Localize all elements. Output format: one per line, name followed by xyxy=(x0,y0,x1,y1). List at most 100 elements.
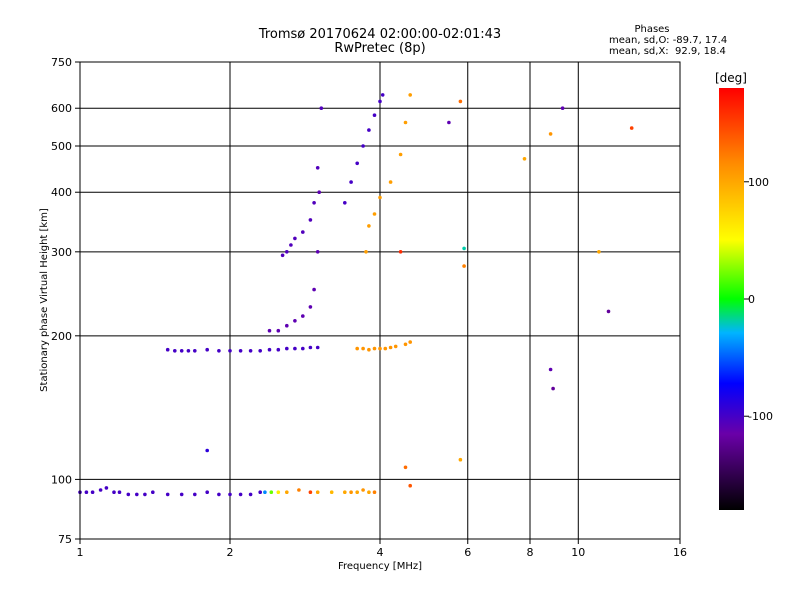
data-point xyxy=(228,349,232,353)
colorbar-tick-label: 0 xyxy=(748,293,755,306)
colorbar-ticks: 100 0 -100 xyxy=(744,176,773,423)
data-point xyxy=(217,492,221,497)
data-point xyxy=(258,490,263,495)
data-point xyxy=(597,250,601,254)
data-point xyxy=(285,490,289,495)
data-point xyxy=(393,344,398,349)
data-point xyxy=(308,345,313,350)
data-point xyxy=(317,190,322,194)
y-tick-label: 500 xyxy=(51,140,72,153)
y-tick-label: 300 xyxy=(51,246,72,259)
data-point xyxy=(248,492,253,497)
data-point xyxy=(343,201,347,205)
data-point xyxy=(367,224,371,228)
data-point xyxy=(378,99,382,104)
data-point xyxy=(388,345,393,350)
x-tick-label: 4 xyxy=(377,546,384,559)
data-point xyxy=(179,492,184,497)
data-point xyxy=(319,106,324,110)
data-point xyxy=(289,243,293,247)
data-point xyxy=(293,346,297,351)
data-point xyxy=(263,490,267,495)
x-tick-label: 16 xyxy=(673,546,687,559)
colorbar-tick-label: -100 xyxy=(748,410,773,423)
data-point xyxy=(388,180,393,184)
data-point xyxy=(548,367,553,372)
y-tick-label: 200 xyxy=(51,330,72,343)
data-point xyxy=(280,253,285,258)
data-point xyxy=(522,157,527,161)
data-point xyxy=(297,488,301,492)
data-point xyxy=(112,490,116,495)
data-point xyxy=(301,346,305,351)
y-axis-label: Stationary phase Virtual Height [km] xyxy=(39,208,50,392)
y-axis-ticks: 75 100 200 300 400 500 600 750 xyxy=(51,56,80,546)
data-point xyxy=(364,250,368,254)
data-point xyxy=(205,490,209,495)
data-point xyxy=(349,180,353,184)
data-point xyxy=(349,490,353,495)
data-point xyxy=(329,490,334,495)
x-tick-label: 6 xyxy=(464,546,471,559)
data-point xyxy=(117,490,122,495)
data-point xyxy=(551,386,555,391)
y-tick-label: 600 xyxy=(51,102,72,115)
data-point xyxy=(462,264,466,268)
data-point xyxy=(312,287,316,292)
data-point xyxy=(238,349,243,353)
data-point xyxy=(179,349,184,353)
data-point xyxy=(205,347,209,352)
data-point xyxy=(267,328,272,333)
data-point xyxy=(285,346,289,351)
data-point xyxy=(315,345,320,350)
data-point xyxy=(143,492,147,497)
data-point xyxy=(301,230,305,234)
data-point xyxy=(606,309,611,314)
data-point xyxy=(293,319,297,323)
data-point xyxy=(403,465,408,470)
plot-grid xyxy=(80,62,680,539)
phase-stats-heading: Phases xyxy=(634,24,669,35)
data-point xyxy=(173,349,177,353)
colorbar-tick-label: 100 xyxy=(748,176,769,189)
data-point xyxy=(276,490,281,495)
data-point xyxy=(165,347,170,352)
phase-stats-x: mean, sd,X: 92.9, 18.4 xyxy=(609,46,726,57)
data-point xyxy=(312,201,316,205)
data-point xyxy=(248,349,253,353)
data-point xyxy=(276,347,281,352)
data-point xyxy=(104,486,109,490)
data-point xyxy=(276,328,281,333)
data-point xyxy=(408,340,413,344)
data-point xyxy=(315,250,320,254)
data-point xyxy=(269,490,274,495)
y-tick-label: 100 xyxy=(51,473,72,486)
data-point xyxy=(548,132,553,136)
data-point xyxy=(372,212,377,216)
data-point xyxy=(285,250,289,254)
phase-stats-o: mean, sd,O: -89.7, 17.4 xyxy=(609,35,727,46)
data-point xyxy=(343,490,347,495)
data-point xyxy=(458,99,463,104)
data-point xyxy=(355,490,360,495)
data-point xyxy=(308,490,313,495)
data-point xyxy=(372,346,377,351)
data-point xyxy=(403,120,408,125)
y-tick-label: 400 xyxy=(51,186,72,199)
data-point xyxy=(193,349,197,353)
data-point xyxy=(267,347,272,352)
data-point xyxy=(135,492,139,497)
data-point xyxy=(98,488,103,492)
data-point xyxy=(193,492,197,497)
x-tick-label: 2 xyxy=(227,546,234,559)
data-point xyxy=(403,342,408,347)
data-point xyxy=(383,346,388,351)
data-point xyxy=(217,349,221,353)
data-point xyxy=(629,126,634,130)
data-point xyxy=(378,346,382,351)
data-point xyxy=(408,483,413,488)
data-point xyxy=(308,218,313,222)
data-point xyxy=(90,490,95,495)
colorbar-label: [deg] xyxy=(715,71,747,85)
x-tick-label: 8 xyxy=(527,546,534,559)
